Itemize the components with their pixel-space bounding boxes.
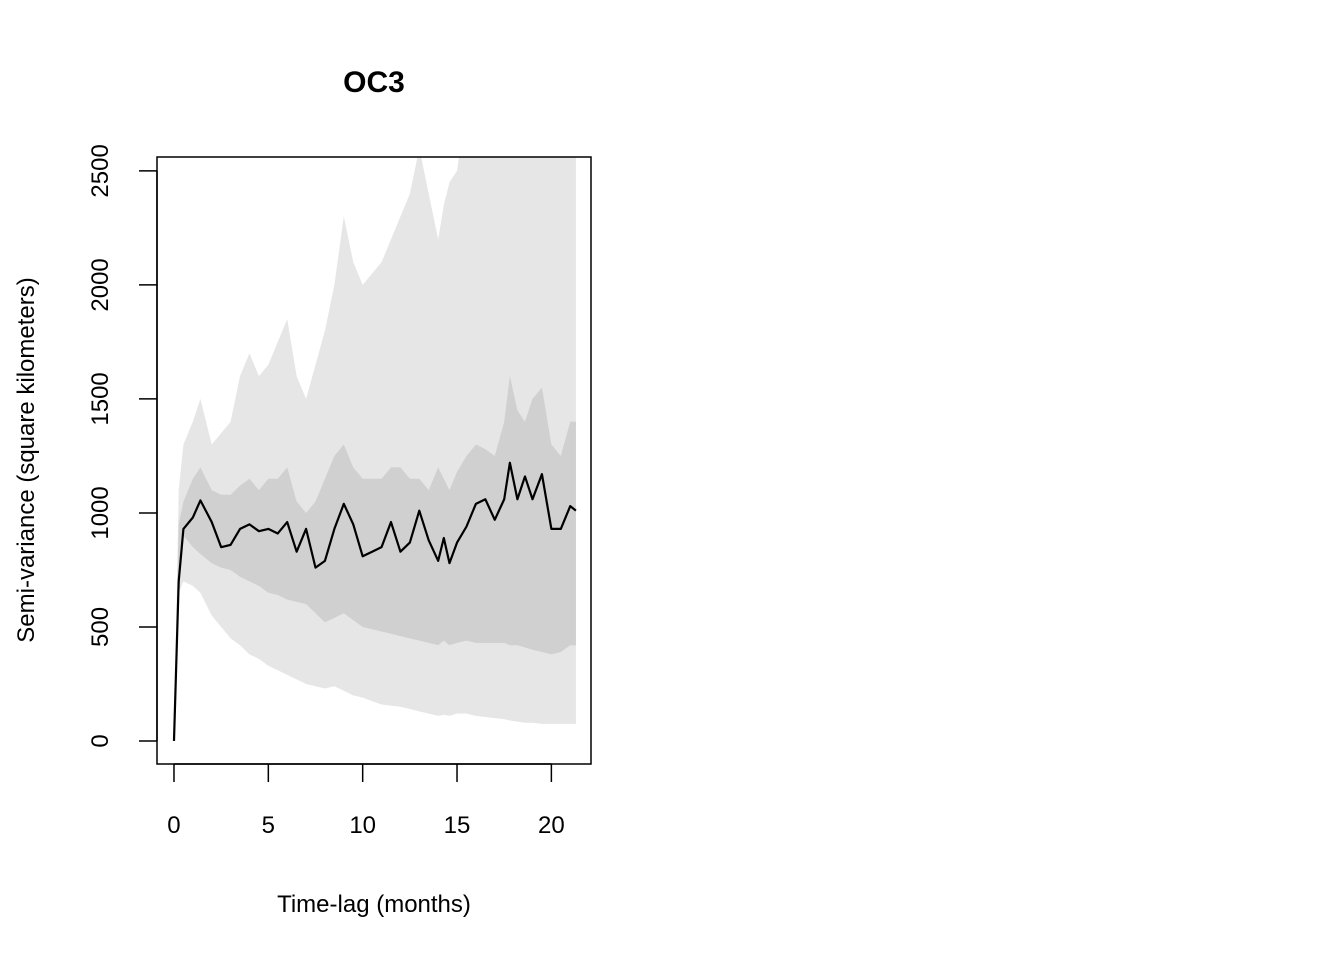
chart-title: OC3 — [343, 66, 405, 99]
y-tick-label: 0 — [87, 734, 114, 747]
x-tick-label: 5 — [262, 812, 275, 839]
y-tick-label: 1000 — [87, 486, 114, 539]
y-axis-label: Semi-variance (square kilometers) — [13, 277, 40, 642]
data-line — [172, 461, 577, 742]
y-tick-label: 500 — [87, 607, 114, 647]
x-axis-label: Time-lag (months) — [277, 891, 471, 918]
x-tick-label: 15 — [444, 812, 471, 839]
y-tick-label: 2500 — [87, 144, 114, 197]
y-tick-label: 2000 — [87, 258, 114, 311]
y-tick-label: 1500 — [87, 372, 114, 425]
x-tick-label: 0 — [167, 812, 180, 839]
x-tick-label: 10 — [349, 812, 376, 839]
x-tick-label: 20 — [538, 812, 565, 839]
band-area — [173, 376, 576, 741]
plot-area — [172, 157, 577, 742]
